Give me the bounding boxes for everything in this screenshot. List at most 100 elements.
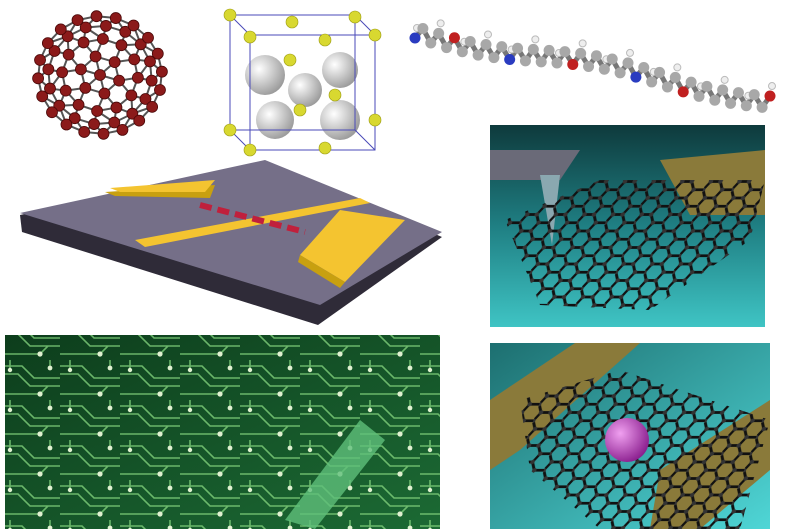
atom [480, 38, 492, 50]
carbon-atom [145, 74, 158, 87]
carbon-atom [79, 82, 92, 94]
carbon-atom [97, 127, 110, 140]
carbon-atom [48, 45, 61, 57]
atom [245, 55, 285, 95]
atom [756, 101, 768, 113]
carbon-atom [146, 100, 159, 113]
atom [464, 36, 476, 48]
atom [622, 57, 634, 69]
fullerene [32, 10, 168, 140]
backbone [413, 24, 773, 112]
molecule-chain [409, 19, 776, 113]
carbon-atom [127, 19, 140, 32]
carbon-atom [32, 72, 44, 85]
carbon-atom [131, 71, 144, 84]
atom [425, 37, 437, 49]
carbon-atom [134, 38, 147, 51]
carbon-atom [74, 63, 87, 76]
atom [630, 71, 642, 83]
gate-strip [135, 198, 370, 247]
atom [725, 97, 737, 109]
atom [417, 23, 429, 35]
graphene-sheet [505, 180, 765, 310]
carbon-atom [42, 63, 55, 76]
carbon-atom [133, 114, 146, 127]
atom [740, 100, 752, 112]
small-atoms [223, 8, 382, 157]
atom [496, 41, 508, 53]
atom [583, 60, 595, 72]
carbon-atom [119, 25, 132, 38]
atom [590, 50, 602, 62]
hydrogen [626, 48, 634, 57]
carbon-atom [90, 10, 103, 23]
atom [575, 47, 587, 59]
carbon-atom [41, 37, 54, 50]
carbon-atom [94, 69, 106, 81]
atom [605, 418, 649, 462]
carbon-atom [62, 48, 75, 61]
carbon-atom [34, 54, 46, 66]
carbon-atom [56, 66, 69, 79]
atom [614, 67, 626, 79]
carbon-atom [100, 20, 112, 32]
electrode [300, 210, 405, 282]
atom [456, 46, 468, 58]
atom [472, 49, 484, 61]
atom [701, 80, 713, 92]
cantilever [490, 150, 580, 180]
atom [693, 90, 705, 102]
atom [409, 32, 421, 44]
carbon-atom [110, 101, 123, 114]
carbon-atom [78, 126, 91, 138]
carbon-atom [54, 23, 67, 36]
atom [677, 86, 689, 98]
atom [669, 71, 681, 83]
crystal-cube [223, 8, 382, 157]
atom [685, 76, 697, 88]
atom [638, 61, 650, 73]
carbon-atom [79, 21, 92, 34]
carbon-atom [46, 106, 58, 119]
atom [288, 73, 322, 107]
hydrogen [531, 35, 540, 44]
carbon-atom [128, 53, 141, 66]
atom [433, 27, 445, 39]
carbon-atom [98, 87, 111, 100]
carbon-atom [97, 33, 109, 45]
hydrogen [484, 30, 492, 39]
carbon-atom [88, 118, 100, 130]
cube-edges [229, 14, 376, 151]
electrode [298, 255, 345, 288]
carbon-atom [116, 123, 129, 136]
carbon-atom [44, 82, 56, 95]
carbon-atom [71, 14, 84, 27]
carbon-atom [115, 39, 128, 52]
nanowire [199, 202, 306, 235]
atom [504, 54, 516, 66]
atom [764, 90, 776, 102]
atom [748, 89, 760, 101]
carbon-atom [91, 105, 103, 117]
carbon-atom [77, 36, 90, 49]
carbon-atom [156, 65, 168, 78]
hydrogen [578, 39, 587, 48]
carbon-atom [68, 112, 81, 125]
atom [661, 81, 673, 93]
atom [322, 52, 358, 88]
carbon-atom [72, 98, 85, 111]
trace-pad [285, 420, 385, 529]
atom [654, 66, 666, 78]
atom [441, 42, 453, 54]
carbon-atom [139, 93, 152, 105]
carbon-atom [125, 89, 138, 102]
carbon-atom [144, 55, 156, 68]
atom [732, 87, 744, 99]
atom [646, 76, 658, 88]
carbon-atom [113, 74, 126, 87]
carbon-atom [53, 99, 66, 112]
hydrogen [673, 63, 682, 72]
graphene-atom-panel [490, 343, 770, 529]
